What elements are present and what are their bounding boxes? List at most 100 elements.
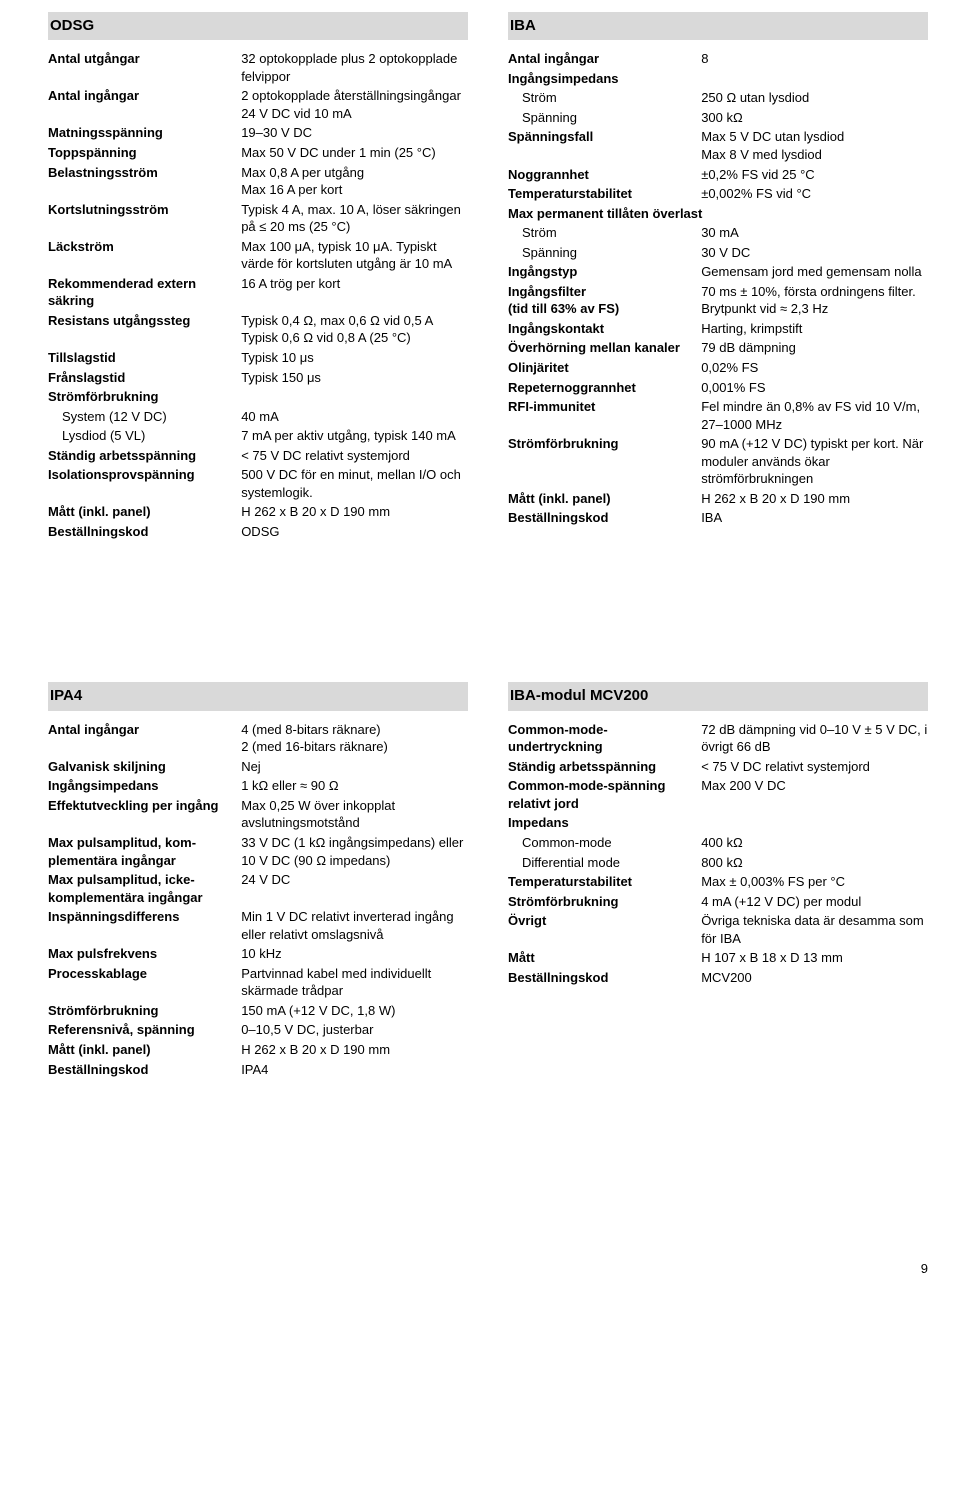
spec-label: Antal ingångar [48, 87, 241, 105]
spec-label: Spänning [508, 244, 701, 262]
page-number: 9 [48, 1260, 928, 1278]
spec-row: Spänning300 kΩ [508, 109, 928, 127]
spec-value: IBA [701, 509, 928, 527]
spec-value: < 75 V DC relativt systemjord [701, 758, 928, 776]
spec-label: Antal ingångar [508, 50, 701, 68]
spec-value: Max 100 μA, typisk 10 μA. Typiskt värde … [241, 238, 468, 273]
spec-value: 800 kΩ [701, 854, 928, 872]
spec-value: Max 0,25 W över inkopplat avslutningsmot… [241, 797, 468, 832]
spec-value: 33 V DC (1 kΩ ingångsimpe­dans) eller 10… [241, 834, 468, 869]
module-row-top: ODSG Antal utgångar32 optokopplade plus … [48, 12, 928, 542]
spec-label: Spänningsfall [508, 128, 701, 146]
spec-row: Strömförbrukning4 mA (+12 V DC) per modu… [508, 893, 928, 911]
spec-value: Max ± 0,003% FS per °C [701, 873, 928, 891]
spec-row: ÖvrigtÖvriga tekniska data är desam­ma s… [508, 912, 928, 947]
spec-value: Max 200 V DC [701, 777, 928, 795]
spec-label: Ständig arbetsspänning [508, 758, 701, 776]
spec-row: Max pulsfrekvens10 kHz [48, 945, 468, 963]
spec-row: Strömförbrukning90 mA (+12 V DC) typiskt… [508, 435, 928, 488]
spec-row: BeställningskodIPA4 [48, 1061, 468, 1079]
spec-label: Ström [508, 89, 701, 107]
module-title: IBA [508, 12, 928, 40]
spec-label: Resistans utgångssteg [48, 312, 241, 330]
spec-row: Referensnivå, spänning0–10,5 V DC, juste… [48, 1021, 468, 1039]
module-mcv200: IBA-modul MCV200 Common-mode-undertryckn… [508, 682, 928, 1080]
spec-row: SpänningsfallMax 5 V DC utan lysdiod Max… [508, 128, 928, 163]
spec-label: Common-mode-undertryckning [508, 721, 701, 756]
spec-label: Differential mode [508, 854, 701, 872]
spec-row: ToppspänningMax 50 V DC under 1 min (25 … [48, 144, 468, 162]
spec-label: Tillslagstid [48, 349, 241, 367]
spec-label: Ingångskontakt [508, 320, 701, 338]
spec-value: H 107 x B 18 x D 13 mm [701, 949, 928, 967]
spec-list: Antal ingångar4 (med 8-bitars räknare) 2… [48, 721, 468, 1078]
spec-value: Övriga tekniska data är desam­ma som för… [701, 912, 928, 947]
spec-value: Harting, krimpstift [701, 320, 928, 338]
spec-row: System (12 V DC)40 mA [48, 408, 468, 426]
spec-row: IngångskontaktHarting, krimpstift [508, 320, 928, 338]
spec-row: Galvanisk skiljningNej [48, 758, 468, 776]
spec-value: 400 kΩ [701, 834, 928, 852]
spec-value: Partvinnad kabel med individu­ellt skärm… [241, 965, 468, 1000]
module-row-bottom: IPA4 Antal ingångar4 (med 8-bitars räkna… [48, 682, 928, 1080]
spec-row: Mått (inkl. panel)H 262 x B 20 x D 190 m… [48, 1041, 468, 1059]
module-title: IBA-modul MCV200 [508, 682, 928, 710]
spec-row: Mått (inkl. panel)H 262 x B 20 x D 190 m… [48, 503, 468, 521]
spec-row: Överhörning mellan kanaler79 dB dämpning [508, 339, 928, 357]
spec-label: Olinjäritet [508, 359, 701, 377]
spec-value: 40 mA [241, 408, 468, 426]
spec-value: 10 kHz [241, 945, 468, 963]
spec-value: 24 V DC [241, 871, 468, 889]
spec-value: Typisk 0,4 Ω, max 0,6 Ω vid 0,5 A Typisk… [241, 312, 468, 347]
spec-value: Max 0,8 A per utgång Max 16 A per kort [241, 164, 468, 199]
spec-row: LäckströmMax 100 μA, typisk 10 μA. Typis… [48, 238, 468, 273]
spec-label: Max pulsfrekvens [48, 945, 241, 963]
spec-label: Max pulsamplitud, icke­komplementära ing… [48, 871, 241, 906]
spec-row: IngångstypGemensam jord med gemensam nol… [508, 263, 928, 281]
spec-row: Antal ingångar8 [508, 50, 928, 68]
spec-label: Frånslagstid [48, 369, 241, 387]
spec-value: 90 mA (+12 V DC) typiskt per kort. När m… [701, 435, 928, 488]
spec-row: Repeternoggrannhet0,001% FS [508, 379, 928, 397]
spec-label: Ingångsimpedans [48, 777, 241, 795]
spec-label: Läckström [48, 238, 241, 256]
spec-value: 70 ms ± 10%, första ordningens filter. B… [701, 283, 928, 318]
spec-label: Strömförbrukning [48, 1002, 241, 1020]
spec-row: Rekommenderad extern säkring16 A trög pe… [48, 275, 468, 310]
spec-label: Beställningskod [508, 969, 701, 987]
spec-row: Spänning30 V DC [508, 244, 928, 262]
spec-label: System (12 V DC) [48, 408, 241, 426]
spec-row: TemperaturstabilitetMax ± 0,003% FS per … [508, 873, 928, 891]
spec-value: 30 V DC [701, 244, 928, 262]
spec-label: Matningsspänning [48, 124, 241, 142]
spec-label: Kortslutningsström [48, 201, 241, 219]
page: ODSG Antal utgångar32 optokopplade plus … [48, 12, 928, 1278]
spec-label: Rekommenderad extern säkring [48, 275, 241, 310]
module-odsg: ODSG Antal utgångar32 optokopplade plus … [48, 12, 468, 542]
spec-list: Antal utgångar32 optokopplade plus 2 opt… [48, 50, 468, 540]
spec-label: Referensnivå, spänning [48, 1021, 241, 1039]
spec-value: 4 mA (+12 V DC) per modul [701, 893, 928, 911]
spec-label: Antal utgångar [48, 50, 241, 68]
spec-value: 8 [701, 50, 928, 68]
spec-label: Common-mode-spänning relativt jord [508, 777, 701, 812]
spec-value: 30 mA [701, 224, 928, 242]
spec-label: Impedans [508, 814, 928, 832]
spec-row: Ingångsfilter (tid till 63% av FS)70 ms … [508, 283, 928, 318]
spec-row: MåttH 107 x B 18 x D 13 mm [508, 949, 928, 967]
spec-row: Max pulsamplitud, icke­komplementära ing… [48, 871, 468, 906]
spec-row: Effektutveckling per ingångMax 0,25 W öv… [48, 797, 468, 832]
module-title: ODSG [48, 12, 468, 40]
spec-row: Strömförbrukning150 mA (+12 V DC, 1,8 W) [48, 1002, 468, 1020]
spec-value: 500 V DC för en minut, mellan I/O och sy… [241, 466, 468, 501]
spec-label: Mått [508, 949, 701, 967]
spec-label: Common-mode [508, 834, 701, 852]
spec-label: Antal ingångar [48, 721, 241, 739]
spec-row: BelastningsströmMax 0,8 A per utgång Max… [48, 164, 468, 199]
spec-label: Spänning [508, 109, 701, 127]
spec-row: TillslagstidTypisk 10 μs [48, 349, 468, 367]
spec-value: 1 kΩ eller ≈ 90 Ω [241, 777, 468, 795]
spec-value: Gemensam jord med gemensam nolla [701, 263, 928, 281]
spec-label: Effektutveckling per ingång [48, 797, 241, 815]
spec-row: FrånslagstidTypisk 150 μs [48, 369, 468, 387]
